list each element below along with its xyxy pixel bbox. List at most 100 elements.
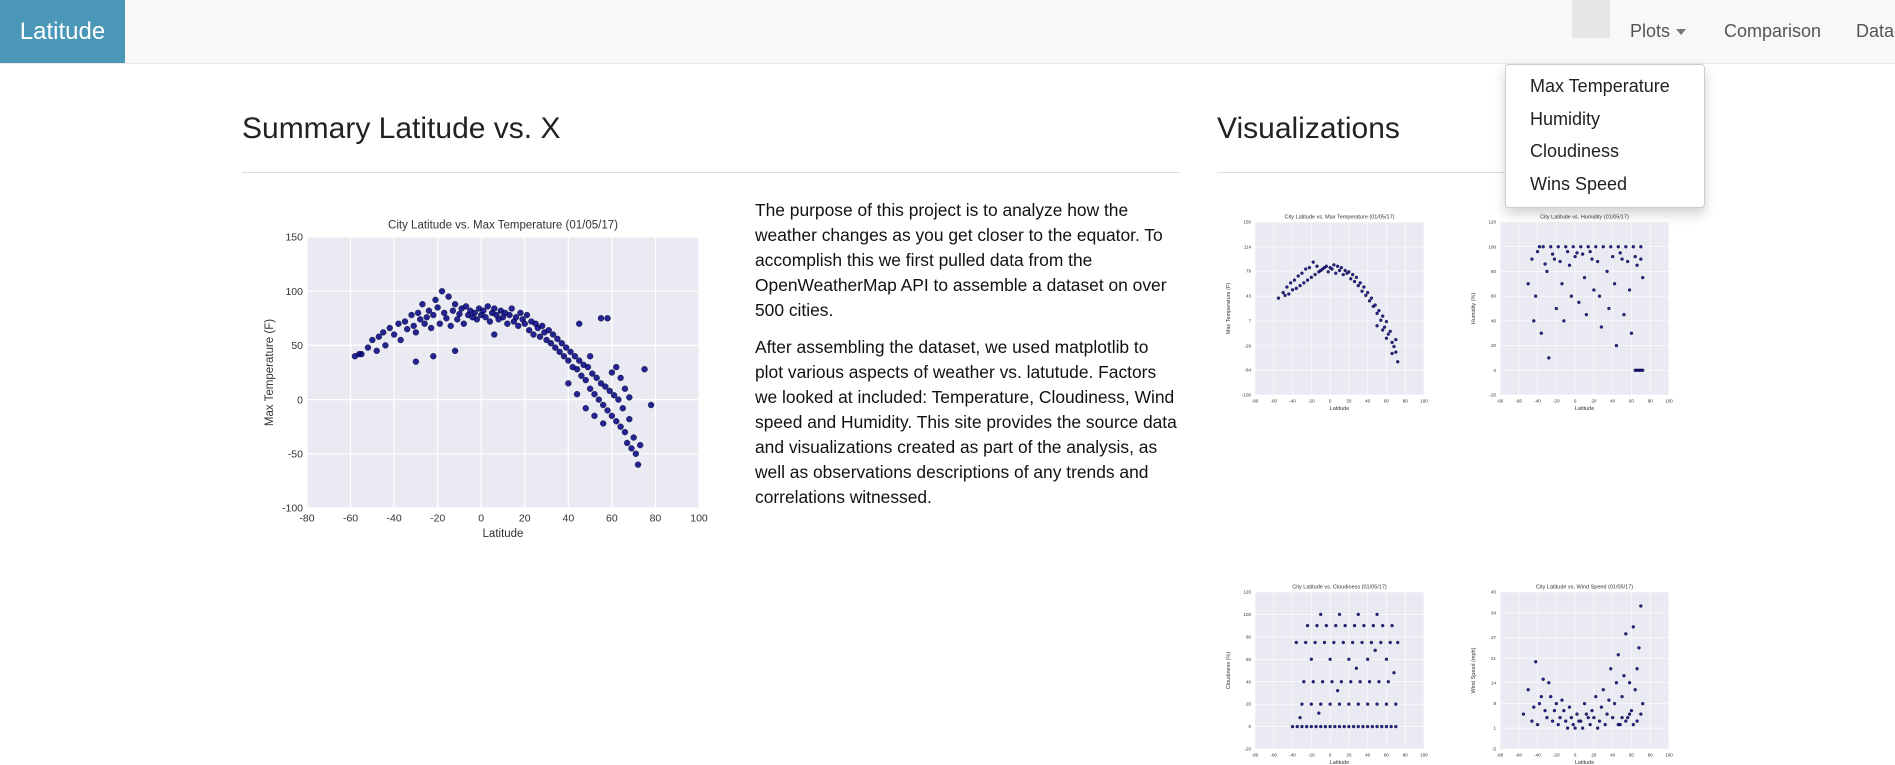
navbar-brand[interactable]: Latitude — [0, 0, 125, 63]
data-point — [508, 305, 515, 312]
data-point — [608, 369, 616, 376]
data-point — [1311, 260, 1315, 264]
data-point — [1582, 275, 1587, 280]
data-point — [615, 396, 622, 403]
data-point — [600, 420, 607, 427]
data-point — [460, 320, 467, 327]
data-point — [1296, 274, 1300, 278]
data-point — [530, 331, 537, 338]
y-tick-label: 150 — [285, 232, 303, 244]
data-point — [1289, 281, 1293, 285]
data-point — [1635, 263, 1639, 267]
x-tick-label: -60 — [1271, 753, 1278, 758]
data-point — [506, 311, 513, 319]
data-point — [471, 309, 478, 317]
data-point — [634, 461, 642, 468]
data-point — [1550, 252, 1555, 256]
nav-item-plots[interactable]: Plots — [1630, 0, 1687, 63]
data-point — [375, 333, 383, 340]
x-tick-label: -20 — [1308, 753, 1315, 758]
data-point — [515, 322, 522, 330]
nav-item-comparison[interactable]: Comparison — [1724, 21, 1822, 41]
data-point — [1379, 640, 1383, 645]
data-point — [1311, 680, 1315, 684]
thumb-chart-wind-speed[interactable]: -80 -60 -40 -20 0 20 40 60 80 100 -5 1 8 14 21 27 34 40 Ci… — [1465, 580, 1680, 765]
x-tick-label: -80 — [299, 513, 314, 525]
data-point — [1358, 680, 1362, 684]
x-tick-label: 40 — [1365, 399, 1371, 404]
data-point — [1614, 681, 1619, 685]
data-point — [604, 407, 611, 414]
data-point — [517, 309, 524, 317]
data-point — [451, 347, 459, 354]
thumb-chart-cloudiness[interactable]: -80 -60 -40 -20 0 20 40 60 80 100 -20 0 20 40 60 80 100 1… — [1220, 580, 1435, 765]
data-point — [456, 310, 463, 318]
data-point — [1356, 724, 1360, 729]
data-point — [1622, 313, 1626, 317]
data-point — [1294, 640, 1298, 645]
data-point — [1337, 724, 1342, 729]
data-point — [641, 366, 648, 373]
data-point — [408, 311, 415, 319]
nav-item-data[interactable]: Data — [1856, 21, 1895, 41]
data-point — [1375, 324, 1379, 328]
data-point — [1283, 293, 1287, 298]
data-point — [430, 353, 437, 360]
data-point — [1337, 612, 1342, 617]
data-point — [1582, 701, 1587, 706]
data-point — [1607, 698, 1611, 702]
data-point — [1588, 722, 1592, 727]
data-point — [427, 324, 435, 332]
data-point — [1592, 288, 1596, 292]
data-point — [539, 322, 546, 330]
dropdown-item-max-temperature[interactable]: Max Temperature — [1530, 76, 1670, 96]
data-point — [1396, 360, 1400, 364]
y-tick-label: 114 — [1244, 244, 1252, 249]
data-point — [430, 311, 437, 319]
data-point — [423, 314, 430, 321]
data-point — [1334, 271, 1338, 275]
data-point — [473, 316, 481, 323]
data-point — [1314, 724, 1318, 729]
y-tick-label: 120 — [1243, 590, 1251, 595]
dropdown-item-humidity[interactable]: Humidity — [1530, 109, 1601, 129]
thumb-chart-temperature[interactable]: -80 -60 -40 -20 0 20 40 60 80 100 -100 -64 -29 7 43 79 1… — [1220, 208, 1435, 413]
data-point — [521, 320, 528, 327]
data-point — [1328, 702, 1332, 706]
data-point — [1375, 724, 1379, 729]
data-point — [597, 315, 605, 322]
x-tick-label: 100 — [1665, 399, 1673, 404]
data-point — [617, 374, 624, 382]
data-point — [604, 315, 611, 322]
data-point — [610, 392, 618, 399]
thumb-chart-humidity[interactable]: -80 -60 -40 -20 0 20 40 60 80 100 -20 0 20 40 60 80 100 1… — [1465, 208, 1680, 413]
y-tick-label: 40 — [1491, 318, 1497, 323]
y-tick-label: 100 — [285, 286, 303, 298]
data-point — [1631, 245, 1635, 249]
data-point — [547, 340, 555, 347]
data-point — [1624, 245, 1628, 249]
data-point — [1605, 269, 1609, 274]
visualizations-divider — [1217, 172, 1687, 173]
data-point — [549, 331, 557, 338]
y-axis-label: Max Temperature (F) — [264, 319, 276, 426]
data-point — [632, 450, 639, 457]
caret-down-icon — [1676, 29, 1687, 36]
data-point — [1622, 674, 1626, 678]
dropdown-item-wind-speed[interactable]: Wins Speed — [1530, 174, 1628, 194]
data-point — [432, 296, 439, 304]
data-point — [1616, 653, 1620, 657]
y-tick-label: -29 — [1244, 343, 1251, 348]
y-tick-label: 14 — [1491, 680, 1497, 685]
data-point — [626, 415, 633, 423]
dropdown-item-cloudiness[interactable]: Cloudiness — [1530, 141, 1620, 161]
nav-item-plots-label: Plots — [1630, 21, 1671, 41]
data-point — [1370, 724, 1375, 729]
x-tick-label: 100 — [1420, 399, 1428, 404]
y-tick-label: 0 — [1493, 368, 1496, 373]
data-point — [364, 344, 372, 351]
x-tick-label: 60 — [1629, 399, 1635, 404]
data-point — [1326, 270, 1330, 274]
x-tick-label: 0 — [1574, 399, 1577, 404]
data-point — [1626, 715, 1630, 720]
